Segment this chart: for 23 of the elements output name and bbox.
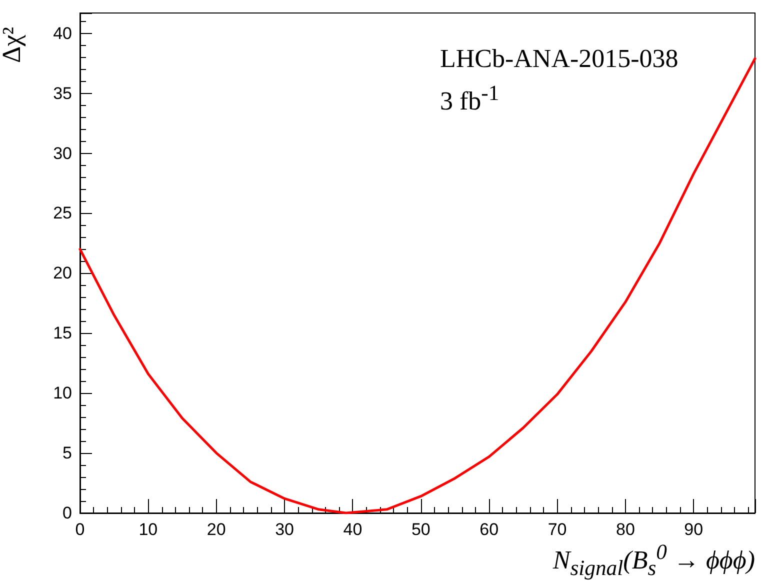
x-tick-label: 20 — [206, 520, 226, 539]
x-tick-label: 0 — [75, 520, 85, 539]
x-tick-label: 70 — [548, 520, 567, 539]
y-tick-label: 20 — [53, 264, 72, 283]
x-axis-title: N$_{signal}$(B$_{s}$$^{0}$ → ϕϕϕ) — [552, 540, 755, 581]
x-tick-label: 80 — [616, 520, 635, 539]
y-axis-title: Δχ² — [0, 26, 28, 64]
y-tick-label: 30 — [53, 144, 72, 163]
x-tick-label: 40 — [343, 520, 362, 539]
x-tick-label: 90 — [684, 520, 704, 539]
y-tick-label: 15 — [53, 324, 72, 343]
x-tick-label: 30 — [275, 520, 294, 539]
x-tick-label: 10 — [138, 520, 158, 539]
y-tick-label: 35 — [53, 84, 72, 103]
y-tick-label: 25 — [53, 204, 72, 223]
annotation: LHCb-ANA-2015-038 — [440, 43, 678, 75]
y-tick-label: 10 — [53, 384, 72, 403]
annotation: 3 fb$^{-1}$ — [440, 80, 500, 118]
y-tick-label: 5 — [62, 444, 72, 463]
y-tick-label: 40 — [53, 24, 72, 43]
x-tick-label: 60 — [480, 520, 499, 539]
x-tick-label: 50 — [411, 520, 430, 539]
y-tick-label: 0 — [62, 504, 72, 522]
